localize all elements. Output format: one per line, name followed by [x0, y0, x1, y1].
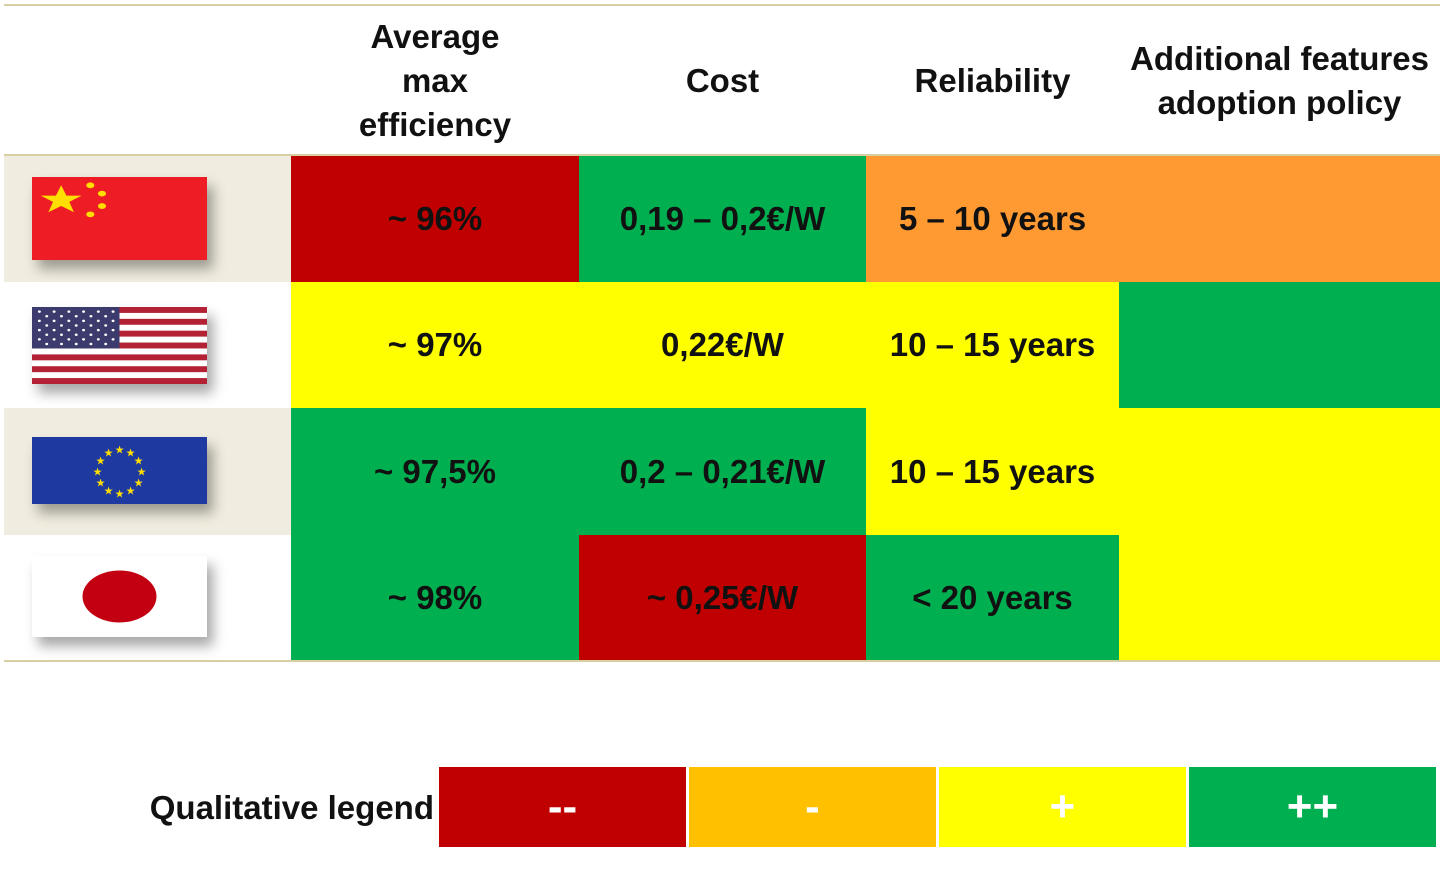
cell-japan-efficiency: ~ 98% [291, 535, 579, 660]
cell-eu-cost: 0,2 – 0,21€/W [579, 408, 866, 535]
cell-usa-efficiency: ~ 97% [291, 282, 579, 408]
cell-usa-reliability: 10 – 15 years [866, 282, 1119, 408]
japan-flag-icon [32, 556, 207, 637]
header-additional: Additional features adoption policy [1130, 40, 1429, 121]
svg-text:★: ★ [126, 485, 136, 498]
svg-text:★: ★ [126, 446, 136, 459]
bottom-rule [4, 660, 1440, 662]
legend-negative: - [689, 767, 936, 847]
legend-very-negative: -- [439, 767, 686, 847]
legend-very-positive: ++ [1189, 767, 1436, 847]
svg-text:★: ★ [104, 446, 114, 459]
cell-usa-cost: 0,22€/W [579, 282, 866, 408]
svg-text:★: ★ [115, 488, 125, 501]
header-cost: Cost [685, 62, 760, 99]
usa-flag-icon [32, 307, 207, 384]
header-reliability: Reliability [914, 62, 1071, 99]
eu-flag-icon: ★ ★ ★ ★ ★ ★ ★ ★ ★ ★ ★ ★ [32, 437, 207, 504]
svg-text:★: ★ [96, 477, 106, 490]
cell-eu-japan-additional [1119, 408, 1440, 660]
legend-positive: + [939, 767, 1186, 847]
cell-usa-additional [1119, 282, 1440, 408]
china-flag-icon [32, 177, 207, 260]
svg-text:★: ★ [134, 477, 144, 490]
header-rule [4, 154, 1440, 156]
top-rule [4, 4, 1440, 6]
cell-china-cost: 0,19 – 0,2€/W [579, 156, 866, 282]
header-efficiency: Average max efficiency [358, 18, 512, 143]
svg-text:★: ★ [134, 454, 144, 467]
svg-text:★: ★ [93, 466, 103, 479]
cell-japan-cost: ~ 0,25€/W [579, 535, 866, 660]
legend-label: Qualitative legend [149, 789, 434, 826]
cell-china-efficiency: ~ 96% [291, 156, 579, 282]
cell-japan-reliability: < 20 years [866, 535, 1119, 660]
cell-china-reliability: 5 – 10 years [899, 200, 1087, 237]
svg-text:★: ★ [115, 444, 125, 457]
svg-text:★: ★ [137, 466, 147, 479]
svg-text:★: ★ [104, 485, 114, 498]
svg-text:★: ★ [96, 454, 106, 467]
cell-eu-efficiency: ~ 97,5% [291, 408, 579, 535]
cell-china-reliability-additional: 5 – 10 years [866, 156, 1440, 282]
cell-eu-reliability: 10 – 15 years [866, 408, 1119, 535]
